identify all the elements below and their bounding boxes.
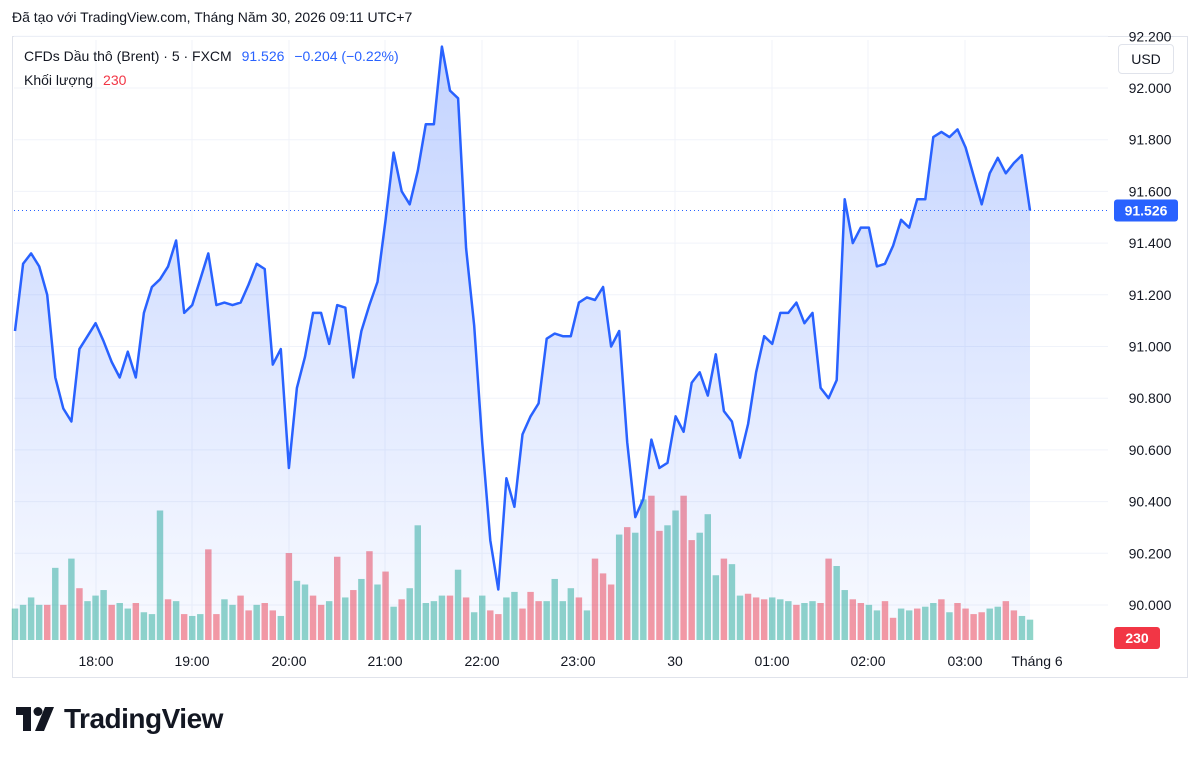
tradingview-logo-text: TradingView — [64, 703, 223, 734]
y-tick-label: 90.400 — [1129, 494, 1172, 510]
tradingview-logo-icon — [16, 707, 54, 731]
chart-credit: Đã tạo với TradingView.com, Tháng Năm 30… — [12, 9, 413, 25]
x-tick-label: 23:00 — [560, 653, 595, 669]
y-tick-label: 91.200 — [1129, 287, 1172, 303]
y-tick-label: 91.600 — [1129, 183, 1172, 199]
last-volume-badge: 230 — [1114, 627, 1160, 649]
x-axis-labels: 18:00 19:00 20:00 21:00 22:00 23:00 30 01:00 02:… — [78, 653, 1062, 669]
x-tick-label: Tháng 6 — [1011, 653, 1063, 669]
last-price-badge: 91.526 — [1114, 199, 1178, 222]
price-change: −0.204 (−0.22%) — [294, 48, 399, 64]
last-price-label: 91.526 — [1125, 203, 1168, 219]
y-tick-label: 91.400 — [1129, 235, 1172, 251]
y-tick-label: 90.600 — [1129, 442, 1172, 458]
x-tick-label: 18:00 — [78, 653, 113, 669]
volume-label: Khối lượng — [24, 72, 94, 88]
x-tick-label: 21:00 — [367, 653, 402, 669]
tradingview-logo[interactable]: TradingView — [16, 703, 223, 735]
price-value: 91.526 — [241, 48, 285, 64]
symbol-label[interactable]: CFDs Dầu thô (Brent) · 5 · FXCM — [24, 48, 232, 64]
x-tick-label: 30 — [667, 653, 683, 669]
y-axis-labels: 92.200 92.000 91.800 91.600 91.400 91.200 91.0… — [1129, 28, 1172, 613]
x-tick-label: 19:00 — [174, 653, 209, 669]
volume-value: 230 — [103, 72, 127, 88]
y-tick-label: 90.000 — [1129, 597, 1172, 613]
y-tick-label: 92.200 — [1129, 28, 1172, 44]
price-line — [13, 45, 1032, 591]
x-tick-label: 22:00 — [464, 653, 499, 669]
x-tick-label: 03:00 — [947, 653, 982, 669]
y-tick-label: 92.000 — [1129, 80, 1172, 96]
chart-legend[interactable]: CFDs Dầu thô (Brent) · 5 · FXCM 91.526 −… — [24, 48, 399, 64]
x-tick-label: 20:00 — [271, 653, 306, 669]
y-tick-label: 90.200 — [1129, 545, 1172, 561]
y-tick-label: 90.800 — [1129, 390, 1172, 406]
y-tick-label: 91.000 — [1129, 339, 1172, 355]
x-tick-label: 01:00 — [754, 653, 789, 669]
currency-button[interactable]: USD — [1118, 44, 1174, 74]
price-area — [15, 46, 1030, 641]
y-tick-label: 91.800 — [1129, 132, 1172, 148]
x-tick-label: 02:00 — [850, 653, 885, 669]
last-volume-label: 230 — [1125, 630, 1149, 646]
volume-legend[interactable]: Khối lượng 230 — [24, 72, 126, 88]
